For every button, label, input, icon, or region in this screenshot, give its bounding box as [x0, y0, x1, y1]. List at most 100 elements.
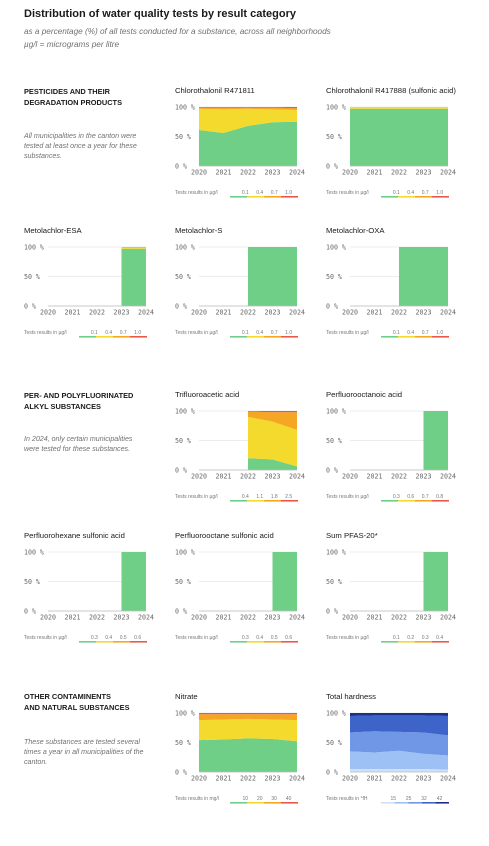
legend-color-segment [381, 641, 398, 643]
legend-label: Tests results in µg/l [175, 494, 218, 500]
legend-value: 30 [271, 796, 277, 802]
chart-panel: Total hardness 0 % 50 % 100 % 2020 2021 2022 20… [326, 692, 456, 804]
legend-value: 0.7 [422, 494, 429, 500]
legend-color-segment [230, 500, 247, 502]
y-tick-label: 0 % [326, 302, 338, 310]
x-tick-label: 2022 [391, 614, 407, 622]
legend-label: Tests results in µg/l [326, 635, 369, 641]
x-tick-label: 2021 [216, 473, 232, 481]
x-tick-label: 2022 [240, 169, 256, 177]
area-series [121, 247, 146, 248]
section-desc-line: times a year in all municipalities of th… [24, 748, 144, 756]
y-tick-label: 100 % [175, 243, 195, 251]
legend-color-segment [230, 196, 247, 198]
x-tick-label: 2020 [342, 309, 358, 317]
x-tick-label: 2024 [440, 775, 456, 783]
x-tick-label: 2020 [342, 614, 358, 622]
legend-value: 0.4 [407, 330, 414, 336]
area-series [199, 108, 297, 133]
x-tick-label: 2022 [240, 309, 256, 317]
x-tick-label: 2021 [367, 169, 383, 177]
x-tick-label: 2021 [65, 614, 81, 622]
section-desc-line: substances. [24, 152, 62, 160]
legend-color-segment [247, 641, 264, 643]
area-series [350, 731, 448, 756]
legend-value: 1.1 [256, 494, 263, 500]
section-title-line: OTHER CONTAMINENTS [24, 692, 111, 701]
area-series [199, 718, 297, 742]
y-tick-label: 100 % [326, 103, 346, 111]
chart-panel: Chlorothalonil R471811 0 % 50 % 100 % 2020 20… [175, 86, 305, 198]
legend-value: 1.0 [285, 190, 292, 196]
legend-color-segment [415, 641, 432, 643]
legend-label: Tests results in µg/l [326, 190, 369, 196]
legend-value: 40 [286, 796, 292, 802]
legend-color-segment [264, 802, 281, 804]
legend-value: 1.0 [436, 190, 443, 196]
legend-color-segment [398, 500, 415, 502]
area-series [199, 107, 297, 109]
legend-color-segment [96, 641, 113, 643]
chart-title: Perfluorooctane sulfonic acid [175, 531, 274, 540]
chart-panel: Metolachlor-OXA 0 % 50 % 100 % 2020 2021 2022 2… [326, 226, 456, 338]
legend-value: 0.4 [105, 330, 112, 336]
area-series [199, 738, 297, 772]
legend-value: 20 [257, 796, 263, 802]
legend-color-segment [281, 802, 298, 804]
legend-label: Tests results in mg/l [175, 796, 219, 802]
section-title-line: ALKYL SUBSTANCES [24, 402, 101, 411]
legend-label: Tests results in µg/l [24, 635, 67, 641]
area-series [350, 713, 448, 716]
section-desc-line: All municipalities in the canton were [24, 132, 137, 140]
section-title-pfas: PER- AND POLYFLUORINATED ALKYL SUBSTANCE… [24, 390, 154, 412]
legend-value: 2.5 [285, 494, 292, 500]
chart-panel: Perfluorooctanoic acid 0 % 50 % 100 % 2020 20… [326, 390, 456, 502]
legend-value: 15 [390, 796, 396, 802]
legend-color-segment [381, 336, 398, 338]
y-tick-label: 100 % [24, 548, 44, 556]
x-tick-label: 2023 [265, 614, 281, 622]
chart-title: Metolachlor-S [175, 226, 222, 235]
legend-value: 0.7 [271, 190, 278, 196]
legend-value: 0.1 [242, 190, 249, 196]
y-tick-label: 0 % [326, 162, 338, 170]
y-tick-label: 0 % [24, 302, 36, 310]
y-tick-label: 50 % [326, 133, 342, 141]
x-tick-label: 2020 [191, 309, 207, 317]
legend-value: 0.4 [436, 635, 443, 641]
chart-panel: Perfluorooctane sulfonic acid 0 % 50 % 100 … [175, 531, 305, 643]
legend-label: Tests results in °fH [326, 796, 368, 802]
x-tick-label: 2020 [191, 169, 207, 177]
section-title-line: AND NATURAL SUBSTANCES [24, 703, 130, 712]
x-tick-label: 2020 [191, 614, 207, 622]
y-tick-label: 100 % [326, 243, 346, 251]
legend-label: Tests results in µg/l [326, 330, 369, 336]
area-series [199, 107, 297, 110]
legend-value: 0.8 [436, 494, 443, 500]
legend-color-segment [113, 641, 130, 643]
y-tick-label: 0 % [175, 466, 187, 474]
area-series [121, 552, 146, 611]
y-tick-label: 100 % [326, 548, 346, 556]
legend-color-segment [432, 500, 449, 502]
x-tick-label: 2021 [367, 614, 383, 622]
legend-color-segment [130, 336, 147, 338]
legend-value: 0.1 [91, 330, 98, 336]
y-tick-label: 50 % [326, 739, 342, 747]
legend-color-segment [247, 196, 264, 198]
chart-title: Metolachlor-ESA [24, 226, 83, 235]
legend-color-segment [96, 336, 113, 338]
area-series [248, 247, 297, 306]
y-tick-label: 50 % [326, 578, 342, 586]
x-tick-label: 2023 [265, 169, 281, 177]
area-series [423, 411, 448, 470]
y-tick-label: 0 % [326, 466, 338, 474]
legend-color-segment [415, 500, 432, 502]
x-tick-label: 2022 [391, 473, 407, 481]
legend-color-segment [432, 641, 449, 643]
y-tick-label: 50 % [24, 578, 40, 586]
x-tick-label: 2023 [265, 775, 281, 783]
legend-color-segment [264, 641, 281, 643]
legend-value: 0.2 [407, 635, 414, 641]
